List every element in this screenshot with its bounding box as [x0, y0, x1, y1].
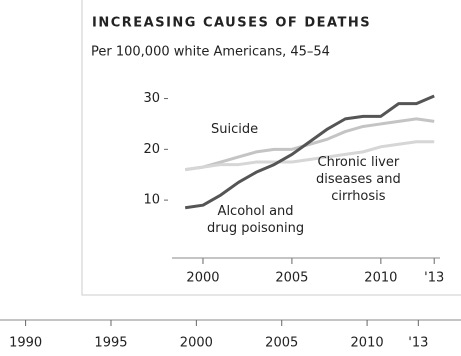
series-label: Suicide: [211, 122, 259, 137]
x-tick-label: 2005: [275, 271, 308, 286]
x-tick-label: '13: [424, 271, 444, 286]
x-tick-label: 2000: [186, 271, 219, 286]
series-line: [184, 94, 435, 210]
inset-box: [81, 0, 461, 296]
y-tick-label: 10: [143, 193, 160, 208]
x-tick-label: 2010: [351, 336, 384, 351]
x-tick-label: 1995: [94, 336, 127, 351]
x-tick-label: '13: [408, 336, 428, 351]
x-tick-label: 1990: [9, 336, 42, 351]
chart-title: INCREASING CAUSES OF DEATHS: [92, 16, 371, 31]
series-line: [184, 117, 435, 172]
y-tick-label: 20: [143, 142, 160, 157]
y-tick-label: 30: [143, 91, 160, 106]
x-tick-label: 2005: [265, 336, 298, 351]
x-tick-label: 2010: [364, 271, 397, 286]
series-label: Alcohol and drug poisoning: [207, 204, 305, 236]
series-line: [184, 140, 435, 172]
series-label: Chronic liver diseases and cirrhosis: [316, 155, 401, 204]
chart-subtitle: Per 100,000 white Americans, 45–54: [91, 45, 330, 60]
x-tick-label: 2000: [180, 336, 213, 351]
